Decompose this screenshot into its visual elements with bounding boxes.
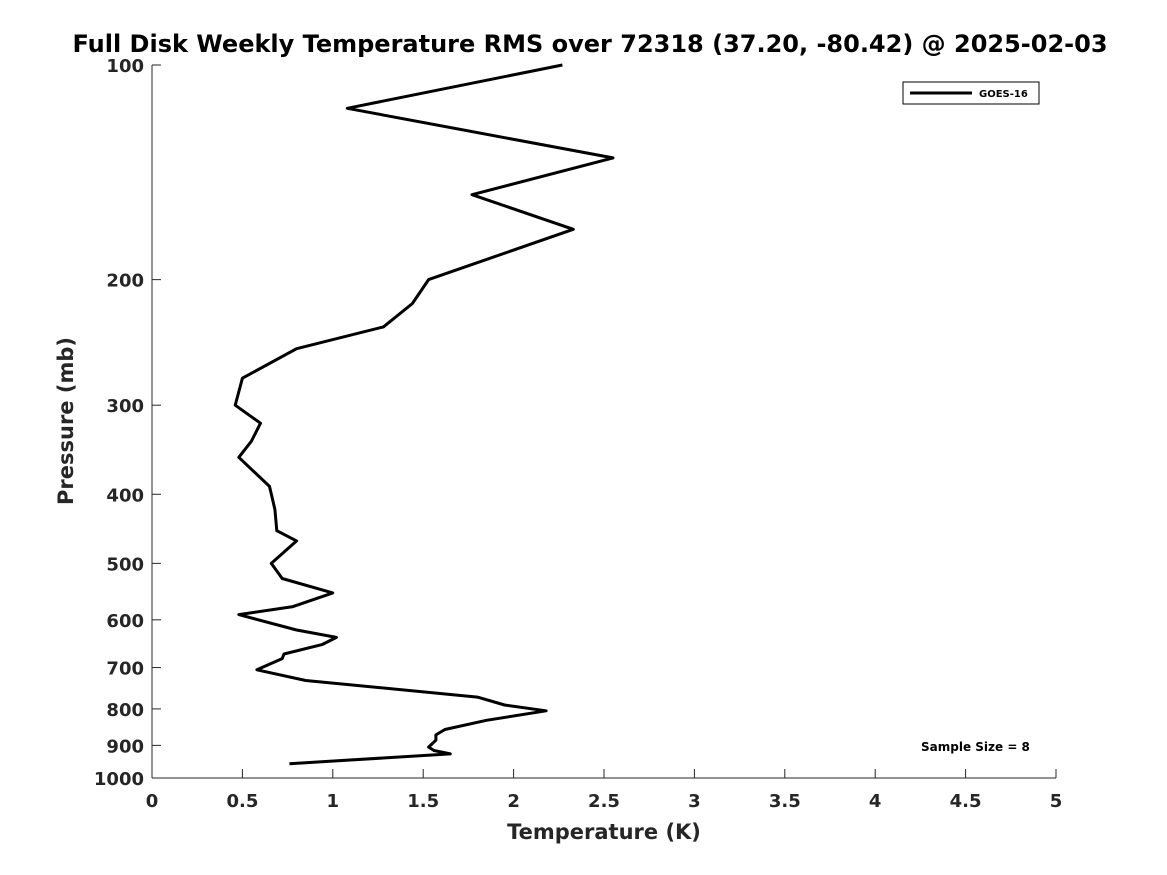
- legend-label-goes-16: GOES-16: [979, 89, 1028, 100]
- y-tick-label: 800: [106, 700, 144, 721]
- legend: GOES-16: [902, 81, 1040, 105]
- y-tick-label: 700: [106, 659, 144, 680]
- chart-title: Full Disk Weekly Temperature RMS over 72…: [72, 30, 1107, 58]
- x-tick-label: 2: [507, 791, 520, 812]
- series-lines: [233, 63, 615, 766]
- x-tick-label: 1.5: [407, 791, 439, 812]
- y-tick-label: 1000: [94, 769, 144, 790]
- y-tick-label: 500: [106, 554, 144, 575]
- x-tick-label: 4.5: [950, 791, 982, 812]
- x-axis-ticks: 0 0.5 1 1.5 2 2.5 3 3.5 4 4.5 5: [146, 769, 1063, 812]
- x-tick-label: 4: [869, 791, 882, 812]
- x-tick-label: 0.5: [226, 791, 258, 812]
- axes: [151, 65, 1056, 779]
- x-tick-label: 3: [688, 791, 701, 812]
- x-tick-label: 1: [327, 791, 340, 812]
- sample-size-annotation: Sample Size = 8: [921, 740, 1030, 754]
- y-tick-label: 100: [106, 56, 144, 77]
- y-tick-label: 900: [106, 736, 144, 757]
- x-tick-label: 0: [146, 791, 159, 812]
- x-tick-label: 2.5: [588, 791, 620, 812]
- y-tick-label: 300: [106, 396, 144, 417]
- y-axis-label: Pressure (mb): [54, 337, 78, 505]
- series-line-goes-16: [233, 63, 615, 766]
- y-tick-label: 200: [106, 271, 144, 292]
- x-axis-label: Temperature (K): [507, 820, 701, 844]
- y-axis-ticks: 100 200 300 400 500 600 700 800 900 1000: [94, 56, 161, 790]
- y-tick-label: 600: [106, 611, 144, 632]
- x-tick-label: 3.5: [769, 791, 801, 812]
- x-tick-label: 5: [1050, 791, 1063, 812]
- y-tick-label: 400: [106, 485, 144, 506]
